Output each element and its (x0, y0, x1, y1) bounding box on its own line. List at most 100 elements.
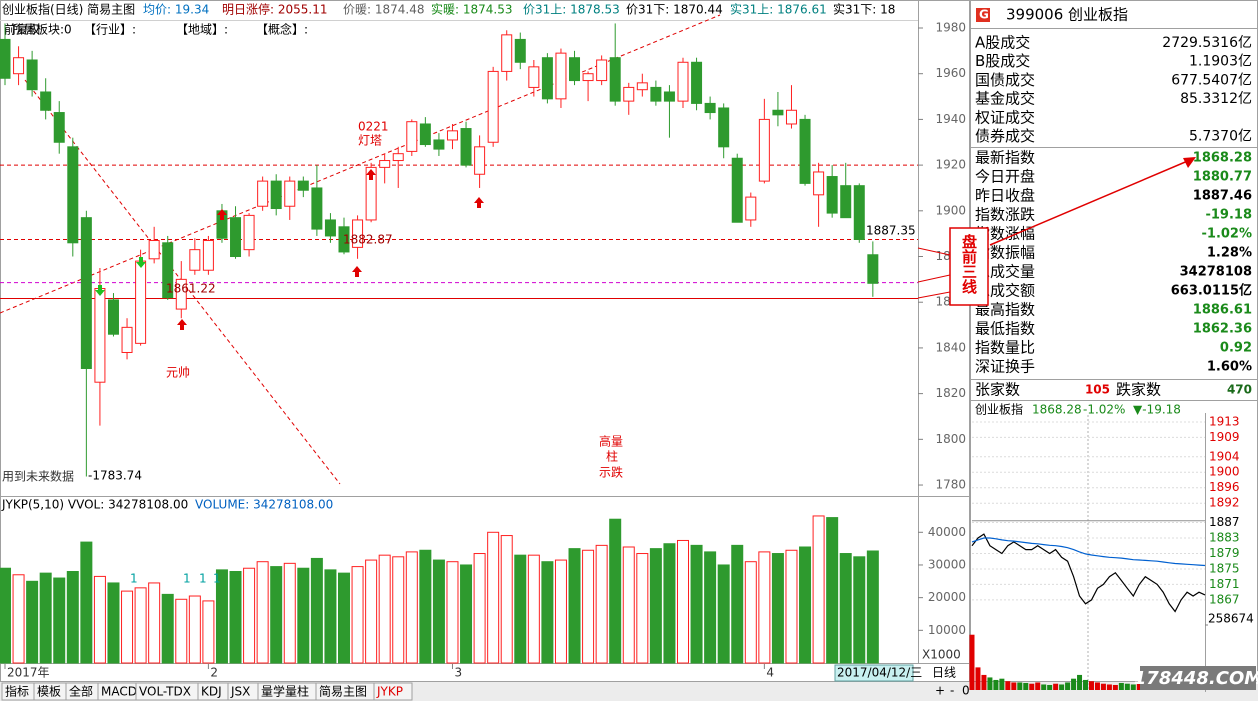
watermark-bg (1140, 666, 1256, 690)
tab-label[interactable]: JSX (230, 685, 250, 699)
row-value: 677.5407亿 (1171, 72, 1252, 88)
header-subitem: 【行业】: (84, 23, 136, 37)
buy-arrow (217, 209, 227, 220)
volume-bar (582, 549, 595, 664)
volume-bar (80, 541, 93, 664)
candle-body (162, 242, 174, 299)
tab-label[interactable]: VOL-TDX (139, 685, 191, 699)
tab-label[interactable]: 全部 (69, 684, 93, 699)
breadth-value: 470 (1227, 383, 1252, 397)
volume-bar (93, 575, 106, 664)
tab-label[interactable]: JYKP (376, 685, 403, 699)
candle-body (514, 38, 526, 63)
x-tick-label: 2017年 (7, 666, 50, 680)
intraday-volume-bar (1059, 684, 1065, 690)
candle-body (460, 128, 472, 166)
volume-bar (134, 587, 147, 664)
y-tick-label: 1940 (935, 112, 966, 126)
row-label: B股成交 (975, 52, 1030, 70)
candle-body (135, 260, 147, 344)
volume-legend: VOLUME: 34278108.00 (195, 498, 333, 512)
callout-text: 盘前三线 (960, 233, 978, 295)
candle-body (121, 326, 133, 353)
y-tick-label: 1780 (935, 478, 966, 492)
intraday-volume-bar (1118, 682, 1124, 690)
zoom-button[interactable]: 0 (962, 684, 970, 698)
y-tick-label: 10000 (928, 623, 966, 637)
tab-label[interactable]: 简易主图 (319, 685, 367, 699)
intraday-line (971, 537, 1206, 567)
volume-bar (310, 557, 323, 664)
intraday-volume-bar (975, 667, 981, 690)
intraday-volume-bar (1124, 683, 1130, 690)
y-tick-label: 1879 (1209, 546, 1240, 560)
volume-bar (636, 553, 649, 664)
tab-label[interactable]: 量学量柱 (261, 684, 309, 699)
candle-body (26, 59, 38, 91)
index-value: 1868.28 (1193, 151, 1252, 166)
annotation: 元帅 (166, 366, 190, 380)
intraday-volume-bar (1094, 682, 1100, 690)
candle-body (785, 109, 797, 125)
candle-body (257, 180, 269, 207)
candle-body (745, 196, 757, 221)
volume-mark: 1 (183, 572, 191, 586)
volume-bar (432, 559, 445, 664)
volume-bar (514, 554, 527, 664)
volume-bar (53, 577, 66, 664)
candle-body (840, 185, 852, 219)
index-value: 1887.46 (1193, 189, 1252, 204)
candle-body (189, 249, 201, 271)
header-subitem: 【概念】: (256, 22, 308, 37)
volume-bar (554, 559, 567, 664)
y-tick-label: 1875 (1209, 561, 1240, 575)
candle-body (446, 130, 458, 141)
volume-bar (338, 572, 350, 664)
buy-arrow (177, 319, 187, 330)
candle-body (40, 91, 52, 111)
index-value: 0.92 (1220, 341, 1252, 356)
candle-body (677, 61, 689, 102)
candle-body (311, 187, 323, 230)
annotation: 灯塔 (358, 134, 382, 148)
volume-bar (541, 561, 554, 664)
candle-body (338, 226, 350, 253)
volume-bar (622, 546, 635, 664)
y-tick-label: 1820 (935, 386, 966, 400)
candle-body (297, 180, 309, 191)
volume-mark: 1 (130, 572, 138, 586)
tab[interactable] (373, 682, 413, 701)
candle-body (352, 219, 364, 248)
annotation: -1783.74 (88, 469, 142, 483)
intraday-volume-bar (1088, 681, 1094, 690)
header-item: 价31上: 1878.53 (523, 3, 620, 17)
zoom-button[interactable]: + (935, 684, 945, 698)
intraday-volume-bar (1017, 682, 1023, 690)
index-label: 指数量比 (975, 339, 1035, 357)
cursor-date: 2017/04/12/三 (837, 666, 922, 680)
tab-label[interactable]: MACD (101, 685, 137, 699)
tab-label[interactable]: 模板 (37, 685, 61, 699)
candle-body (230, 217, 242, 258)
zoom-button[interactable]: - (950, 684, 954, 698)
index-label: 深证换手 (975, 358, 1035, 376)
volume-bar (853, 556, 866, 664)
volume-bar (704, 551, 717, 664)
index-label: 总成交量 (975, 263, 1035, 281)
index-label: 指数振幅 (975, 244, 1035, 262)
intraday-volume-bar (993, 679, 999, 690)
candle-body (392, 153, 404, 162)
candle-body (175, 278, 187, 310)
intraday-volume-bar (1112, 684, 1118, 690)
candle-body (243, 214, 255, 251)
y-tick-label: 1900 (1209, 465, 1240, 479)
y-tick-label: 1871 (1209, 577, 1240, 591)
volume-bar (717, 564, 730, 664)
intraday-volume-bar (1083, 679, 1089, 690)
y-tick-label: 258674 (1208, 612, 1254, 626)
tab-label[interactable]: 指标 (5, 684, 29, 699)
candle-body (501, 34, 513, 72)
code: G (979, 8, 989, 22)
tab-label[interactable]: KDJ (201, 685, 222, 699)
